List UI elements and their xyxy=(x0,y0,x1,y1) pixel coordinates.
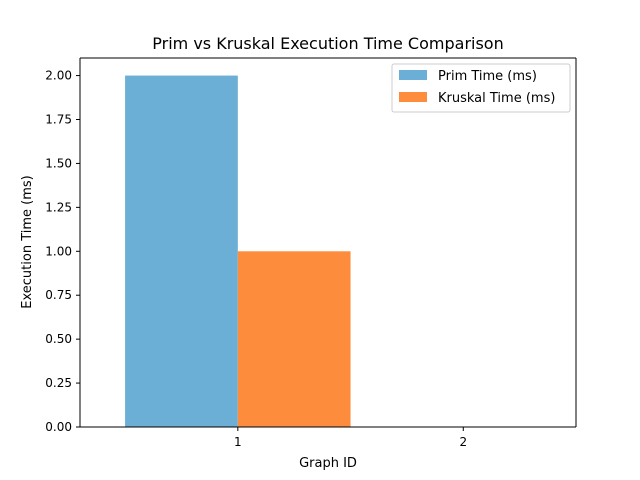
y-tick-label-6: 1.50 xyxy=(45,156,72,170)
y-tick-label-2: 0.50 xyxy=(45,332,72,346)
bar-kruskal-time-ms--category-1 xyxy=(237,251,351,427)
y-tick-label-3: 0.75 xyxy=(45,288,72,302)
x-tick-label-2: 2 xyxy=(459,435,467,449)
y-tick-label-1: 0.25 xyxy=(45,376,72,390)
x-axis-label: Graph ID xyxy=(299,456,357,471)
legend: Prim Time (ms) Kruskal Time (ms) xyxy=(391,63,571,113)
bars-layer xyxy=(125,75,351,427)
legend-label-prim: Prim Time (ms) xyxy=(438,69,537,84)
y-tick-label-8: 2.00 xyxy=(45,69,72,83)
y-axis-label: Execution Time (ms) xyxy=(20,175,35,308)
bar-prim-time-ms--category-1 xyxy=(125,75,238,427)
y-tick-label-7: 1.75 xyxy=(45,113,72,127)
legend-box xyxy=(391,63,571,113)
axes-layer: 0.00 0.25 0.50 0.75 1.00 1.25 1.50 1.75 2.00 1 2 xyxy=(45,57,577,449)
legend-swatch-prim xyxy=(399,70,427,80)
legend-swatch-kruskal xyxy=(399,92,427,102)
legend-label-kruskal: Kruskal Time (ms) xyxy=(438,91,555,106)
x-tick-label-1: 1 xyxy=(234,435,242,449)
y-tick-label-0: 0.00 xyxy=(45,420,72,434)
y-tick-label-4: 1.00 xyxy=(45,244,72,258)
chart-title: Prim vs Kruskal Execution Time Compariso… xyxy=(152,34,503,53)
y-tick-label-5: 1.25 xyxy=(45,200,72,214)
